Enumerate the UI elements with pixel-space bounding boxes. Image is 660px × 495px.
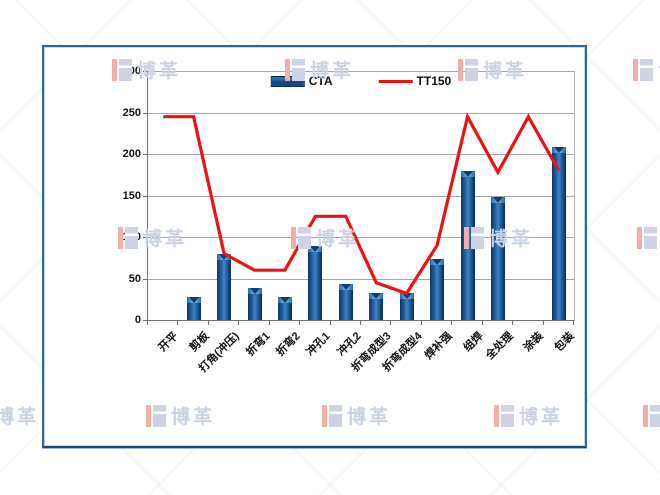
legend-label-cta: CTA	[308, 74, 333, 88]
watermark: 博革	[633, 56, 660, 83]
x-axis-tick	[147, 321, 148, 325]
cta-bar	[308, 246, 323, 320]
watermark-text: 博革	[0, 407, 40, 428]
x-axis-tick	[482, 321, 483, 325]
x-axis-tick	[451, 321, 452, 325]
y-axis-tick	[143, 278, 147, 280]
x-axis-tick	[421, 321, 422, 325]
plot-area: CTA TT150	[147, 71, 575, 321]
watermark: 博革	[643, 402, 660, 429]
cta-bar	[430, 259, 445, 320]
x-axis-tick	[390, 321, 391, 325]
y-axis-tick-label: 300	[122, 65, 141, 77]
y-axis-tick-label: 100	[122, 231, 141, 243]
x-axis-tick	[299, 321, 300, 325]
x-axis-tick	[208, 321, 209, 325]
y-axis-tick-label: 250	[122, 106, 141, 119]
y-axis-tick	[143, 237, 147, 238]
x-axis-tick	[573, 321, 574, 325]
gridline	[148, 112, 574, 114]
x-axis-tick	[512, 321, 513, 325]
y-axis-tick-label: 150	[122, 189, 141, 202]
y-axis-tick-label: 50	[128, 272, 141, 285]
boge-logo-icon	[633, 58, 653, 81]
y-axis-tick-label: 0	[134, 314, 141, 326]
cta-bar	[551, 146, 566, 320]
legend-label-tt150: TT150	[416, 74, 452, 88]
x-axis-tick	[543, 321, 544, 325]
x-axis-tick	[269, 321, 270, 325]
cta-bar	[247, 288, 262, 320]
x-axis-tick	[238, 321, 239, 325]
watermark: 博革	[0, 402, 39, 429]
y-axis-tick	[143, 320, 147, 321]
y-axis-tick-label: 200	[122, 148, 141, 160]
y-axis-tick	[143, 154, 147, 155]
tt150-line	[163, 112, 561, 296]
x-axis-tick	[360, 321, 361, 325]
chart-legend: CTA TT150	[270, 74, 452, 88]
y-axis-tick	[143, 112, 147, 114]
watermark: 博革	[637, 224, 660, 251]
cta-bar	[399, 293, 414, 320]
cta-bar	[186, 296, 201, 320]
cta-bar	[338, 284, 353, 320]
gridline	[148, 237, 574, 238]
gridline	[148, 154, 574, 155]
x-axis-tick	[177, 321, 178, 325]
y-axis-tick	[143, 195, 147, 197]
chart-frame: CTA TT150 0 50 100 150 200 250 300 开平 剪板 打角(冲压) 折弯…	[42, 45, 587, 448]
boge-logo-icon	[643, 404, 660, 427]
line-series-swatch-icon	[378, 79, 413, 83]
cta-bar	[369, 292, 384, 320]
y-axis-tick	[143, 71, 147, 72]
boge-logo-icon	[637, 226, 657, 249]
gridline	[148, 195, 574, 197]
legend-item-tt150: TT150	[378, 74, 452, 88]
cta-bar	[490, 197, 505, 320]
cta-bar	[217, 254, 232, 320]
gridline	[148, 71, 574, 72]
x-axis-tick	[330, 321, 331, 325]
gridline	[148, 278, 574, 280]
cta-bar	[277, 296, 292, 320]
